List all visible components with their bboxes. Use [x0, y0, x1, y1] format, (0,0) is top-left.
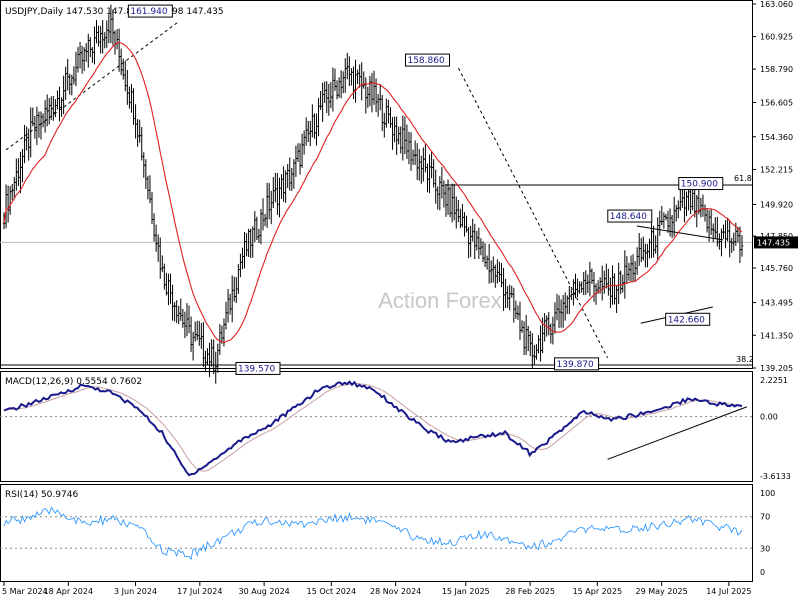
price-axis-label: 154.360 — [760, 133, 793, 142]
macd-trendline — [607, 406, 748, 460]
macd-lines — [3, 380, 743, 477]
date-axis-label: 17 Jul 2024 — [177, 587, 222, 596]
moving-average-line — [3, 41, 743, 343]
date-axis-label: 30 Aug 2024 — [239, 587, 290, 596]
date-axis-label: 14 Jul 2025 — [706, 587, 751, 596]
date-axis-label: 28 Feb 2025 — [505, 587, 555, 596]
watermark: Action Forex — [378, 288, 502, 313]
fib-618-label: 61.8 — [734, 174, 752, 183]
date-axis-label: 5 Mar 2024 — [2, 587, 48, 596]
price-annotation-label: 158.860 — [407, 56, 444, 66]
date-axis-label: 29 May 2025 — [636, 587, 688, 596]
macd-panel-frame — [0, 371, 753, 482]
price-axis-label: 139.205 — [760, 364, 793, 373]
price-axis-label: 163.060 — [760, 0, 793, 9]
price-annotation-label: 139.870 — [557, 360, 594, 370]
rsi-line — [3, 506, 743, 561]
price-annotation-box — [665, 312, 711, 326]
main-panel-frame — [0, 0, 753, 369]
price-axis-label: 158.790 — [760, 65, 793, 74]
rsi-axis-label: 70 — [760, 513, 770, 522]
date-axis-label: 3 Jun 2024 — [114, 587, 157, 596]
main-header: USDJPY,Daily 147.530 147.876 147.298 147… — [5, 7, 224, 17]
macd-signal-line — [3, 382, 743, 472]
rsi-header: RSI(14) 50.9746 — [5, 490, 78, 500]
price-annotation-box — [127, 4, 173, 18]
price-axis-label: 145.760 — [760, 264, 793, 273]
macd-header: MACD(12,26,9) 0.5554 0.7602 — [5, 377, 142, 387]
price-annotation-label: 150.900 — [681, 180, 718, 190]
macd-line — [3, 380, 743, 477]
price-annotation-label: 139.570 — [238, 364, 275, 374]
price-axis-label: 160.925 — [760, 33, 793, 42]
macd-axis-label: 0.00 — [760, 413, 778, 422]
price-axis-label: 156.605 — [760, 98, 793, 107]
macd-axis-label: 2.2251 — [760, 376, 788, 385]
rsi-axis-label: 0 — [760, 568, 765, 577]
macd-axis-label: -3.6133 — [760, 472, 791, 481]
price-annotation-box — [554, 357, 600, 371]
price-annotation-label: 161.940 — [130, 7, 167, 17]
fib-382-label: 38.2 — [736, 355, 754, 364]
price-bars — [2, 4, 744, 384]
dashed-trendline — [5, 20, 180, 151]
price-axis-label: 152.215 — [760, 165, 793, 174]
date-axis-label: 18 Apr 2024 — [44, 587, 93, 596]
level-lines: 61.8 38.2 — [0, 174, 754, 549]
price-axis-label: 147.850 — [760, 232, 793, 241]
price-annotations: 161.940 158.860 139.570 139.870 148.640 150.9… — [127, 4, 798, 375]
date-axis-label: 28 Nov 2024 — [370, 587, 421, 596]
date-axis-label: 15 Apr 2025 — [573, 587, 622, 596]
current-price-label: 147.435 — [757, 238, 790, 247]
rsi-lines — [3, 506, 743, 561]
date-axis-label: 15 Jan 2025 — [442, 587, 490, 596]
rsi-panel-frame — [0, 484, 753, 582]
price-annotation-box — [404, 53, 450, 67]
price-annotation-label: 142.660 — [668, 315, 705, 325]
price-annotation-box — [607, 209, 653, 223]
triangle-upper-line — [636, 225, 724, 241]
dashed-trendline — [458, 67, 608, 359]
current-price-tag — [754, 236, 798, 249]
price-axis-label: 141.350 — [760, 331, 793, 340]
price-axis-label: 143.495 — [760, 299, 793, 308]
price-annotation-box — [678, 177, 724, 191]
price-annotation-box — [235, 361, 281, 375]
rsi-axis-label: 30 — [760, 544, 770, 553]
date-axis-label: 15 Oct 2024 — [307, 587, 356, 596]
moving-average — [3, 41, 743, 343]
rsi-axis-label: 100 — [760, 489, 775, 498]
price-annotation-label: 148.640 — [610, 212, 647, 222]
price-axis-label: 149.920 — [760, 201, 793, 210]
